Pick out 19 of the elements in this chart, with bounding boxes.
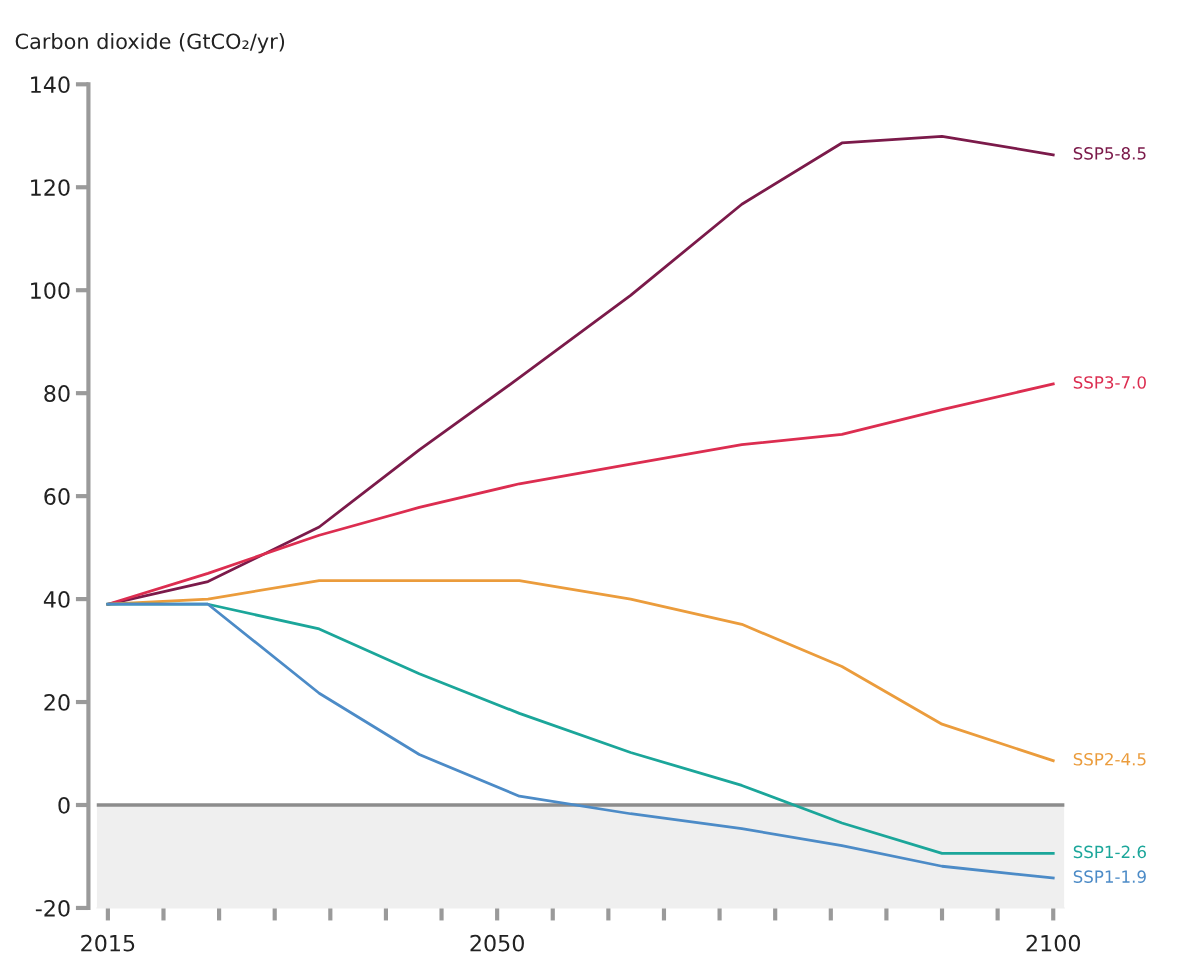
series-label: SSP1-1.9 [1073, 870, 1146, 883]
series-label: SSP1-2.6 [1073, 845, 1146, 859]
series-label: SSP3-7.0 [1073, 376, 1146, 389]
y-tick-label: 40 [43, 591, 70, 608]
y-tick-label: 0 [58, 796, 70, 814]
y-axis-title: Carbon dioxide (GtCO₂/yr) [15, 33, 285, 54]
line-series [106, 382, 1055, 606]
y-tick-label: 120 [31, 179, 70, 197]
x-tick-label: 2100 [1026, 934, 1081, 952]
x-tick-label: 2050 [470, 934, 524, 952]
y-tick-label: 60 [44, 488, 70, 505]
y-tick-label: 100 [31, 282, 70, 299]
y-tick-label: 20 [44, 693, 70, 711]
x-tick-label: 2015 [81, 934, 135, 952]
series-label: SSP5-8.5 [1073, 147, 1146, 160]
y-tick-label: 140 [31, 76, 70, 94]
series-label: SSP2-4.5 [1073, 752, 1146, 766]
y-tick-label: -20 [35, 899, 70, 917]
y-tick-label: 80 [44, 385, 70, 402]
